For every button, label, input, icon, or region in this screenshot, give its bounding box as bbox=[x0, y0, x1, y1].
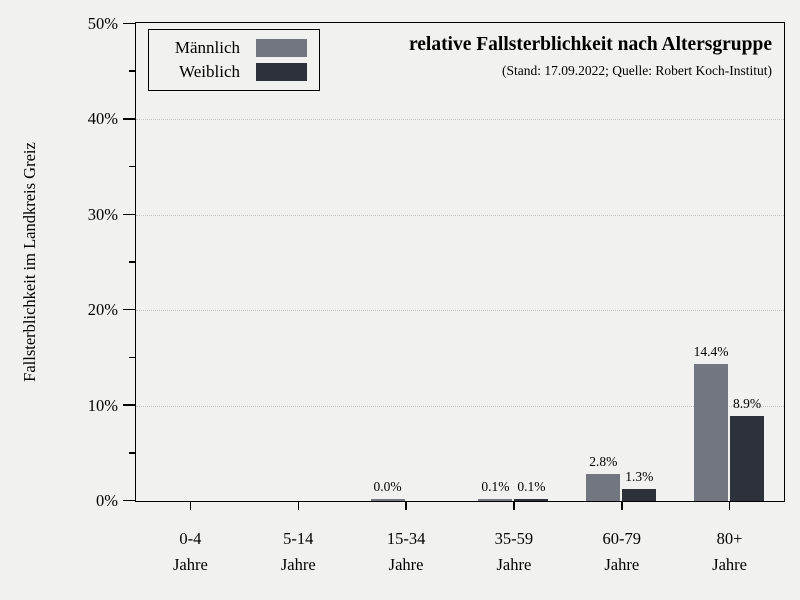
x-label-suffix: Jahre bbox=[388, 555, 424, 574]
x-label-range: 80+ bbox=[716, 529, 743, 548]
y-tick-10 bbox=[123, 404, 135, 406]
x-tick-5-14 bbox=[297, 502, 299, 510]
x-label-60-79: 60-79 Jahre bbox=[603, 526, 642, 578]
gridline-10pct bbox=[136, 405, 784, 407]
legend-item-maennlich: Männlich bbox=[155, 38, 307, 58]
gridline-30pct bbox=[136, 214, 784, 216]
y-tick-label-0: 0% bbox=[96, 491, 118, 510]
y-tick-0 bbox=[123, 499, 135, 502]
x-label-5-14: 5-14 Jahre bbox=[281, 526, 316, 578]
y-tick-label-20: 20% bbox=[87, 300, 118, 320]
x-tick-0-4 bbox=[189, 502, 192, 510]
bar-value-maennlich-15-34: 0.0% bbox=[373, 479, 402, 495]
x-label-range: 5-14 bbox=[283, 529, 314, 548]
x-label-range: 0-4 bbox=[179, 529, 202, 548]
x-label-15-34: 15-34 Jahre bbox=[387, 526, 426, 578]
y-tick-50 bbox=[123, 22, 135, 25]
x-tick-15-34 bbox=[405, 502, 407, 510]
x-tick-80 bbox=[728, 502, 731, 510]
y-tick-20 bbox=[123, 308, 135, 311]
legend: Männlich Weiblich bbox=[148, 29, 320, 91]
x-label-suffix: Jahre bbox=[280, 555, 316, 574]
y-axis-title: Fallsterblichkeit im Landkreis Greiz bbox=[20, 142, 39, 382]
bar-value-maennlich-35-59: 0.1% bbox=[481, 479, 510, 495]
bar-weiblich-35-59 bbox=[514, 499, 549, 501]
legend-item-weiblich: Weiblich bbox=[155, 62, 307, 82]
x-label-80: 80+ Jahre bbox=[712, 526, 747, 578]
bar-weiblich-60-79 bbox=[622, 488, 657, 501]
bar-weiblich-80 bbox=[730, 416, 765, 501]
y-tick-minor-45 bbox=[129, 70, 135, 72]
x-label-suffix: Jahre bbox=[172, 555, 208, 574]
legend-label-maennlich: Männlich bbox=[174, 37, 240, 57]
bar-value-maennlich-80: 14.4% bbox=[693, 343, 729, 359]
y-tick-minor-5 bbox=[129, 452, 135, 454]
bar-maennlich-60-79 bbox=[586, 474, 621, 501]
y-tick-label-10: 10% bbox=[87, 395, 118, 415]
y-tick-minor-35 bbox=[129, 165, 135, 168]
bar-maennlich-80 bbox=[694, 363, 729, 501]
chart-subtitle: (Stand: 17.09.2022; Quelle: Robert Koch-… bbox=[502, 63, 772, 78]
gridline-40pct bbox=[136, 119, 784, 121]
x-label-35-59: 35-59 Jahre bbox=[495, 526, 534, 578]
y-tick-minor-25 bbox=[129, 261, 135, 263]
bar-maennlich-35-59 bbox=[478, 499, 513, 501]
y-tick-30 bbox=[123, 213, 135, 216]
y-tick-40 bbox=[123, 118, 135, 120]
x-label-0-4: 0-4 Jahre bbox=[173, 526, 208, 578]
y-tick-label-30: 30% bbox=[87, 204, 118, 224]
bar-value-weiblich-60-79: 1.3% bbox=[625, 468, 654, 484]
y-tick-label-50: 50% bbox=[87, 14, 118, 33]
legend-swatch-maennlich bbox=[256, 38, 307, 57]
chart-title: relative Fallsterblichkeit nach Altersgr… bbox=[408, 34, 772, 55]
x-label-suffix: Jahre bbox=[712, 555, 747, 574]
gridline-20pct bbox=[136, 310, 784, 312]
x-label-suffix: Jahre bbox=[496, 555, 532, 574]
y-tick-minor-15 bbox=[129, 356, 135, 359]
y-tick-label-40: 40% bbox=[87, 109, 118, 129]
bar-value-weiblich-35-59: 0.1% bbox=[517, 479, 546, 495]
bar-value-maennlich-60-79: 2.8% bbox=[589, 454, 618, 470]
x-label-range: 15-34 bbox=[386, 529, 426, 548]
x-label-suffix: Jahre bbox=[604, 555, 640, 574]
x-tick-60-79 bbox=[621, 502, 623, 510]
bar-value-weiblich-80: 8.9% bbox=[733, 396, 762, 412]
plot-area: 0.0% 0.1% 2.8% 14.4% 0.1% 1.3% 8.9% Männlich W… bbox=[135, 22, 785, 502]
x-tick-35-59 bbox=[513, 502, 515, 510]
x-label-range: 60-79 bbox=[602, 529, 642, 548]
x-label-range: 35-59 bbox=[494, 529, 534, 548]
bar-maennlich-15-34 bbox=[370, 499, 405, 501]
legend-label-weiblich: Weiblich bbox=[179, 62, 240, 82]
legend-swatch-weiblich bbox=[256, 63, 307, 82]
